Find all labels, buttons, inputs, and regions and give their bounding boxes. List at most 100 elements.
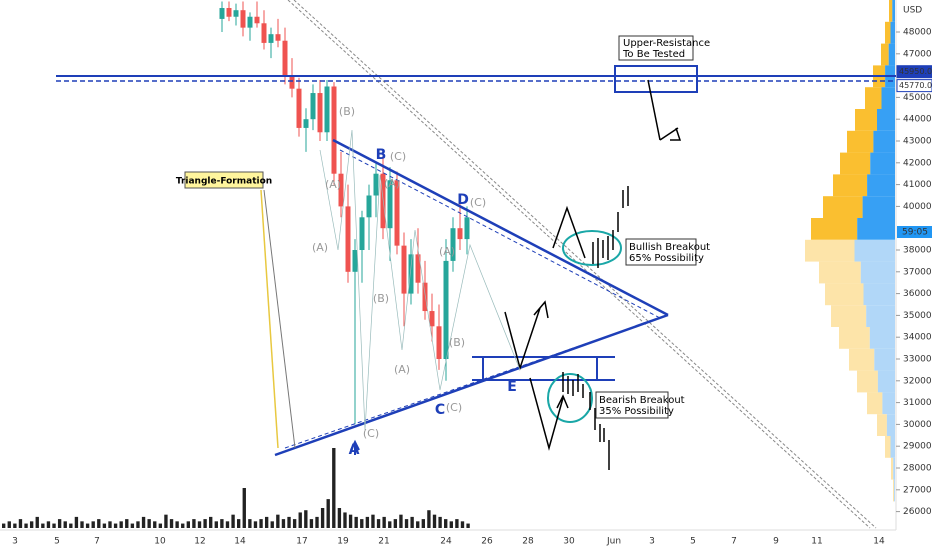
volume-bar <box>382 516 386 528</box>
volume-bar <box>444 519 448 528</box>
y-tick-label: 45000.0 <box>903 93 932 103</box>
x-tick-label: Jun <box>606 537 621 547</box>
volume-bar <box>237 519 241 528</box>
volume-bar <box>130 523 135 528</box>
wave-label: (C) <box>446 401 462 414</box>
y-tick-label: 38000.0 <box>903 246 932 256</box>
volume-bar <box>376 519 381 528</box>
profile-bar <box>863 283 895 306</box>
x-tick-label: 7 <box>94 537 100 547</box>
profile-bar <box>882 392 895 415</box>
x-tick-label: 5 <box>690 537 696 547</box>
price-marker <box>896 65 932 79</box>
candle-body <box>261 23 267 43</box>
volume-bar <box>276 514 280 528</box>
profile-bar <box>849 348 875 371</box>
y-tick-label: 26000.0 <box>903 507 932 517</box>
countdown-box <box>897 226 932 238</box>
volume-bar <box>7 521 11 528</box>
wave-label: (C) <box>363 427 379 440</box>
profile-bar <box>889 0 893 22</box>
axes: 48000.0 47000.0 45000.0 44000.0 43000.0 42000… <box>12 28 932 547</box>
y-tick-label: 33000.0 <box>903 355 932 365</box>
profile-bar <box>862 196 895 218</box>
volume-bar <box>298 512 302 528</box>
candle-body <box>296 88 302 128</box>
x-tick-label: 14 <box>234 537 246 547</box>
profile-bar <box>866 305 895 327</box>
currency-label: USD <box>903 6 922 16</box>
volume-bar <box>209 516 213 528</box>
profile-bar <box>833 174 868 197</box>
volume-bar <box>119 521 123 528</box>
price-marker-label: 45950.0 <box>899 67 932 76</box>
volume-bar <box>52 523 56 528</box>
candle-body <box>450 228 456 261</box>
y-tick-label: 42000.0 <box>903 158 932 168</box>
bearish-label: Bearish Breakout <box>599 395 685 406</box>
profile-bar <box>888 43 895 66</box>
volume-bar <box>393 519 398 528</box>
bullish-label: 65% Possibility <box>629 253 704 264</box>
profile-bar <box>892 0 895 22</box>
candle-body <box>331 86 337 174</box>
candle-body <box>219 8 225 19</box>
volume-bar <box>248 519 252 528</box>
candle-body <box>401 245 407 294</box>
volume-bar <box>354 516 358 528</box>
volume-bar <box>214 521 218 528</box>
x-tick-label: 24 <box>440 537 452 547</box>
wave-label: (B) <box>339 105 355 118</box>
volume-bar <box>24 523 28 528</box>
wave-label: E <box>507 379 517 395</box>
wave-label: (B) <box>449 336 465 349</box>
x-tick-label: 3 <box>12 537 18 547</box>
wave-label: D <box>457 192 469 208</box>
candle-body <box>324 86 330 133</box>
candle-body <box>345 206 351 272</box>
y-tick-label: 31000.0 <box>903 398 932 408</box>
candle-body <box>317 93 323 133</box>
candle-body <box>247 16 253 28</box>
volume-bar <box>421 519 425 528</box>
resistance-box <box>618 35 694 61</box>
profile-bar <box>819 261 861 284</box>
profile-bar <box>890 21 895 44</box>
profile-bar <box>811 217 858 240</box>
bearish-box <box>595 391 669 419</box>
volume-bar <box>57 519 62 528</box>
profile-bar <box>823 196 863 218</box>
candle-body <box>359 217 365 251</box>
volume-bar <box>2 523 6 528</box>
volume-profile <box>805 0 895 502</box>
profile-bar <box>857 370 878 393</box>
y-tick-label: 37000.0 <box>903 267 932 277</box>
volume-bar <box>337 508 342 528</box>
volume-bar <box>175 521 179 528</box>
volume-bar <box>242 488 246 528</box>
x-tick-label: 30 <box>563 537 575 547</box>
y-tick-label: 41000.0 <box>903 180 932 190</box>
volume-bar <box>432 514 437 528</box>
wave-label: (A) <box>439 245 455 258</box>
profile-bar <box>805 239 855 262</box>
y-tick-label: 32000.0 <box>903 376 932 386</box>
profile-bar <box>840 152 871 175</box>
volume-bar <box>304 510 308 528</box>
volume-bar <box>315 516 319 528</box>
volume-bar <box>203 519 207 528</box>
volume-bar <box>388 521 392 528</box>
volume-bar <box>46 521 51 528</box>
candle-body <box>352 250 358 272</box>
x-tick-label: 7 <box>731 537 737 547</box>
wave-label: (B) <box>373 292 389 305</box>
profile-bar <box>870 152 895 175</box>
candle-body <box>254 16 260 24</box>
volume-bar <box>320 508 325 528</box>
y-tick-label: 27000.0 <box>903 485 932 495</box>
resistance-label: To Be Tested <box>622 49 685 60</box>
profile-bar <box>877 414 887 436</box>
candle-body <box>394 180 400 246</box>
volume-bar <box>69 523 73 528</box>
volume-bar <box>360 519 364 528</box>
